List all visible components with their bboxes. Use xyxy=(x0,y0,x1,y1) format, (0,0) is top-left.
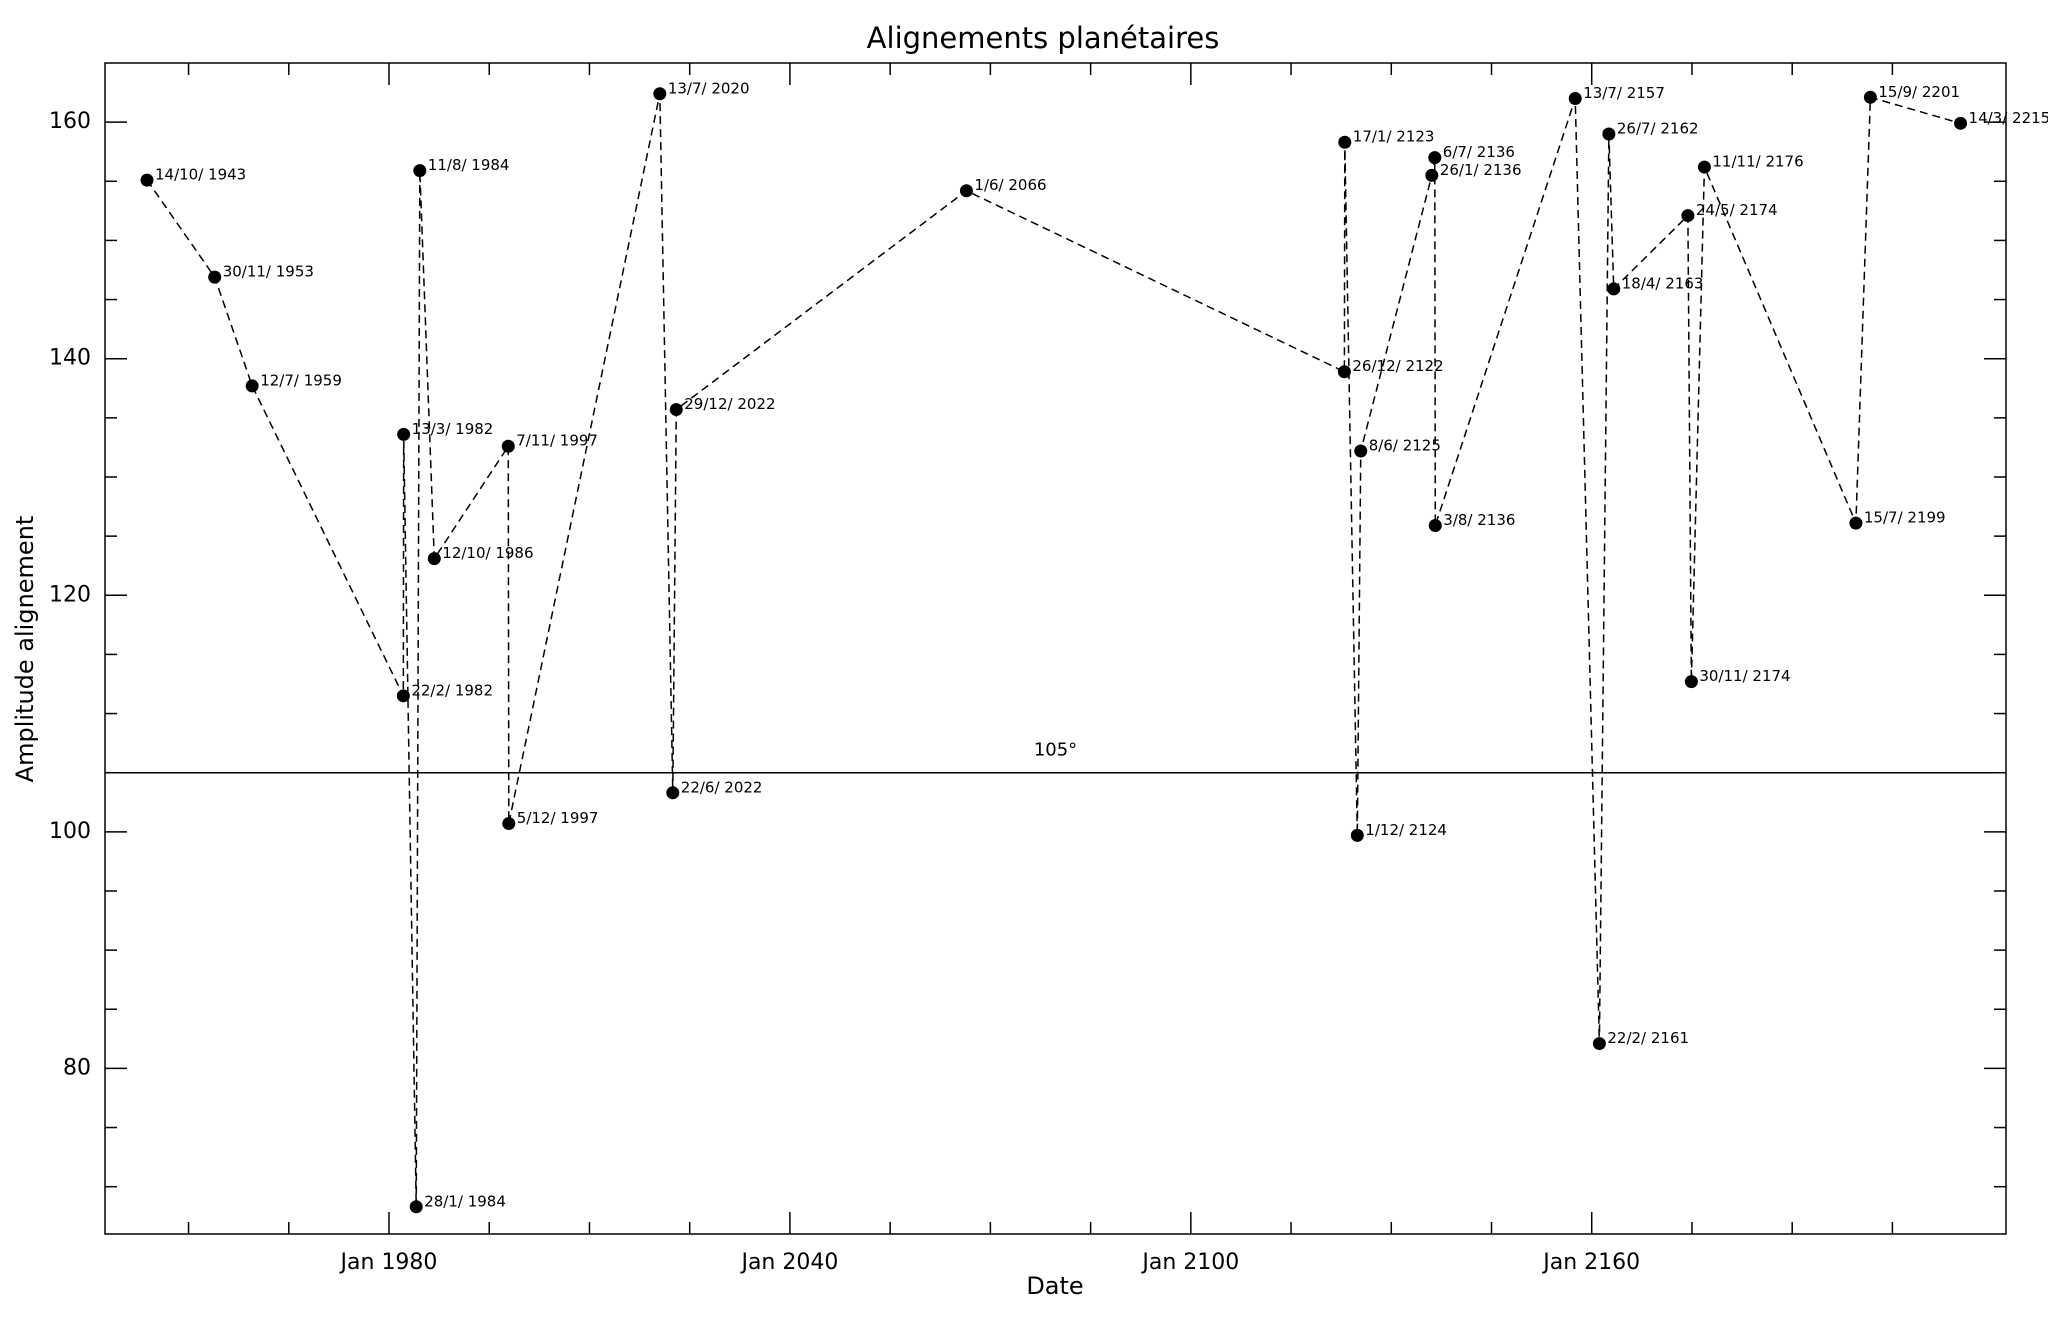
data-point xyxy=(427,552,441,566)
x-tick-label: Jan 2100 xyxy=(1140,1250,1239,1275)
data-point xyxy=(1592,1037,1606,1051)
plot-frame xyxy=(104,62,2007,1235)
data-point xyxy=(413,164,427,178)
data-point xyxy=(1954,116,1968,130)
point-label: 17/1/ 2123 xyxy=(1353,128,1435,146)
data-point xyxy=(1602,127,1616,141)
point-label: 14/10/ 1943 xyxy=(155,166,246,184)
y-tick-label: 140 xyxy=(49,346,91,371)
data-point xyxy=(653,87,667,101)
x-tick-label: Jan 2040 xyxy=(739,1250,838,1275)
y-tick-label: 80 xyxy=(63,1055,91,1080)
point-label: 1/6/ 2066 xyxy=(974,176,1046,194)
data-point xyxy=(1697,160,1711,174)
point-label: 3/8/ 2136 xyxy=(1443,511,1515,529)
point-label: 22/2/ 1982 xyxy=(411,681,493,699)
data-point xyxy=(501,439,515,453)
data-point xyxy=(397,427,411,441)
data-point xyxy=(245,379,259,393)
y-tick-label: 120 xyxy=(49,582,91,607)
data-point xyxy=(959,184,973,198)
data-point xyxy=(1607,282,1621,296)
point-label: 5/12/ 1997 xyxy=(517,809,599,827)
data-point xyxy=(1337,365,1351,379)
point-label: 28/1/ 1984 xyxy=(424,1192,506,1210)
point-label: 26/1/ 2136 xyxy=(1440,161,1522,179)
chart-title: Alignements planétaires xyxy=(867,21,1220,55)
data-point xyxy=(409,1200,423,1214)
data-point xyxy=(208,270,222,284)
point-label: 24/5/ 2174 xyxy=(1696,201,1778,219)
point-label: 26/12/ 2122 xyxy=(1352,357,1443,375)
data-point xyxy=(140,173,154,187)
data-point xyxy=(669,403,683,417)
point-label: 7/11/ 1997 xyxy=(516,432,598,450)
x-tick-label: Jan 2160 xyxy=(1541,1250,1640,1275)
point-label: 6/7/ 2136 xyxy=(1443,143,1515,161)
data-point xyxy=(1863,90,1877,104)
point-label: 22/6/ 2022 xyxy=(681,778,763,796)
data-point xyxy=(1428,151,1442,165)
point-label: 13/7/ 2020 xyxy=(668,79,750,97)
point-label: 30/11/ 1953 xyxy=(223,263,314,281)
point-label: 15/7/ 2199 xyxy=(1864,509,1946,527)
x-axis-label: Date xyxy=(1026,1272,1083,1300)
data-point xyxy=(1428,518,1442,532)
data-point xyxy=(502,817,516,831)
point-label: 13/3/ 1982 xyxy=(412,420,494,438)
data-point xyxy=(1354,444,1368,458)
data-point xyxy=(1684,675,1698,689)
point-label: 18/4/ 2163 xyxy=(1622,274,1704,292)
data-point xyxy=(1350,828,1364,842)
data-point xyxy=(396,689,410,703)
point-label: 11/11/ 2176 xyxy=(1712,153,1803,171)
point-label: 11/8/ 1984 xyxy=(428,156,510,174)
data-point xyxy=(1425,168,1439,182)
point-label: 14/3/ 2215 xyxy=(1969,109,2048,127)
point-label: 1/12/ 2124 xyxy=(1365,821,1447,839)
point-label: 8/6/ 2125 xyxy=(1369,436,1441,454)
point-label: 15/9/ 2201 xyxy=(1878,83,1960,101)
point-label: 12/7/ 1959 xyxy=(260,371,342,389)
x-tick-label: Jan 1980 xyxy=(339,1250,438,1275)
point-label: 29/12/ 2022 xyxy=(684,395,775,413)
data-point xyxy=(1849,516,1863,530)
point-label: 26/7/ 2162 xyxy=(1617,119,1699,137)
y-axis-label: Amplitude alignement xyxy=(11,516,39,783)
point-label: 13/7/ 2157 xyxy=(1583,84,1665,102)
y-tick-label: 100 xyxy=(49,819,91,844)
data-point xyxy=(1681,209,1695,223)
data-point xyxy=(1338,135,1352,149)
point-label: 22/2/ 2161 xyxy=(1607,1029,1689,1047)
data-point xyxy=(1568,91,1582,105)
reference-label: 105° xyxy=(1034,740,1077,761)
data-point xyxy=(666,786,680,800)
point-label: 12/10/ 1986 xyxy=(442,544,533,562)
y-tick-label: 160 xyxy=(49,109,91,134)
point-label: 30/11/ 2174 xyxy=(1699,667,1790,685)
